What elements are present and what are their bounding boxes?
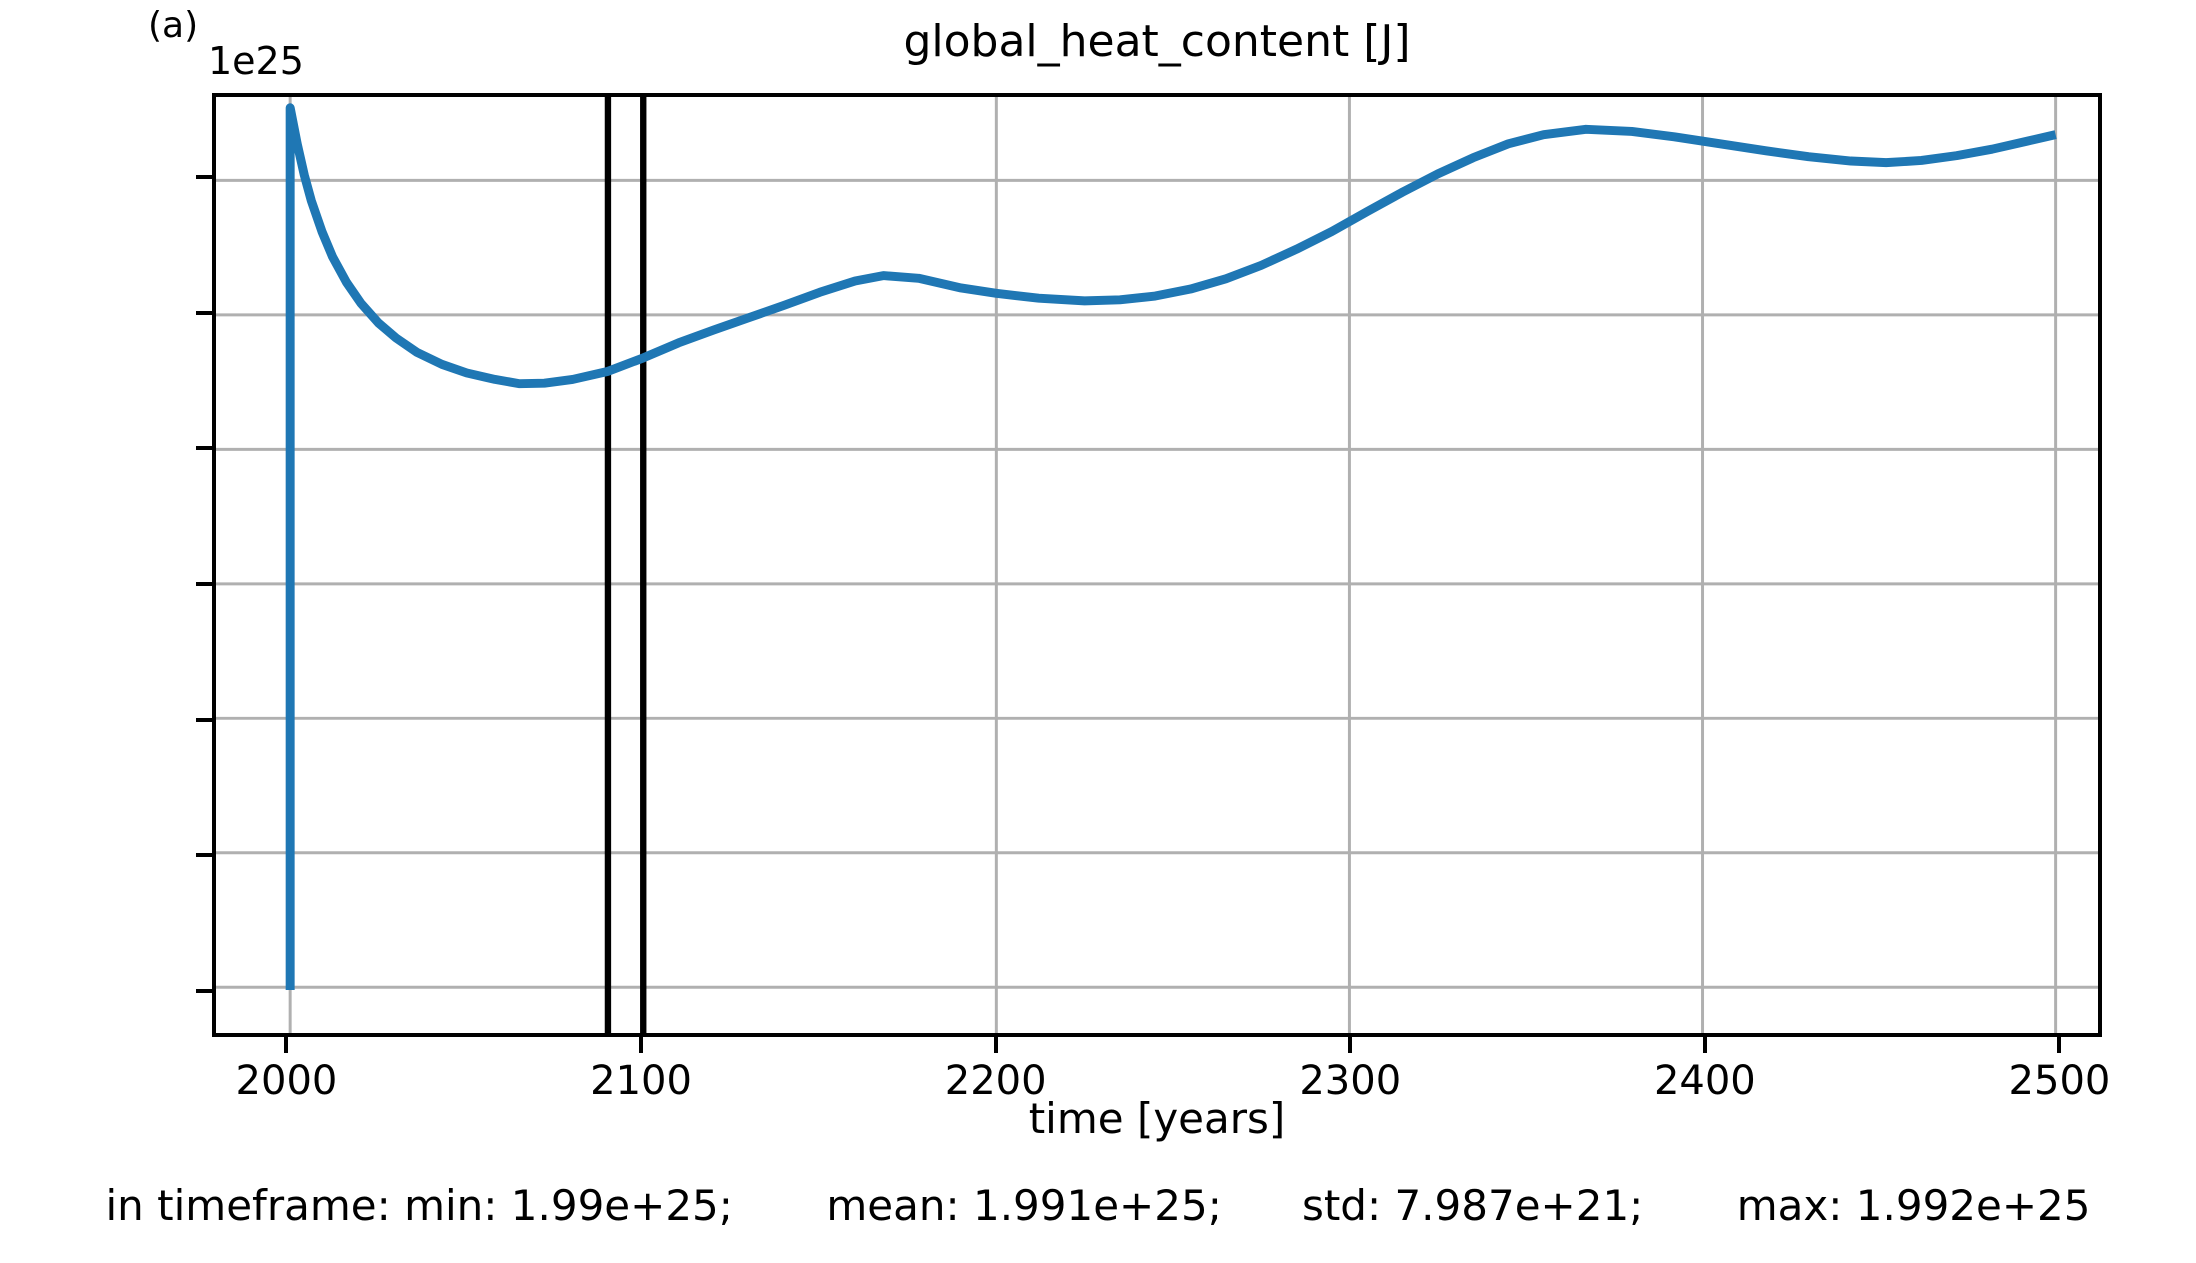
x-axis-tick-mark	[2057, 1037, 2062, 1053]
x-axis-tick-mark	[284, 1037, 289, 1053]
vertical-marker-layer	[604, 97, 647, 1033]
y-axis-tick-mark	[196, 446, 212, 451]
x-axis-tick-label: 2100	[590, 1058, 692, 1104]
data-line-global-heat-content	[285, 103, 2057, 990]
x-axis-tick-label: 2000	[235, 1058, 338, 1104]
x-axis-tick-mark	[993, 1037, 998, 1053]
x-axis-tick-mark	[639, 1037, 644, 1053]
y-axis-tick-mark	[196, 717, 212, 722]
x-axis-tick-mark	[1348, 1037, 1353, 1053]
panel-label: (a)	[148, 5, 199, 46]
data-line-layer	[285, 103, 2057, 990]
x-axis-tick-label: 2400	[1653, 1058, 1756, 1104]
x-axis-tick-label: 2300	[1299, 1058, 1402, 1104]
y-axis-tick-mark	[196, 988, 212, 993]
stats-caption: in timeframe: min: 1.99e+25; mean: 1.991…	[105, 1181, 2091, 1230]
x-axis-tick-label: 2500	[2008, 1058, 2111, 1104]
y-axis-offset-text: 1e25	[208, 39, 304, 83]
x-axis-tick-mark	[1702, 1037, 1707, 1053]
chart-title: global_heat_content [J]	[903, 16, 1411, 67]
y-axis-tick-mark	[196, 175, 212, 180]
plot-area	[212, 93, 2102, 1037]
y-axis-tick-mark	[196, 310, 212, 315]
y-axis-tick-mark	[196, 853, 212, 858]
x-axis-label: time [years]	[1028, 1094, 1286, 1143]
y-axis-tick-mark	[196, 581, 212, 586]
x-axis-tick-label: 2200	[944, 1058, 1047, 1104]
